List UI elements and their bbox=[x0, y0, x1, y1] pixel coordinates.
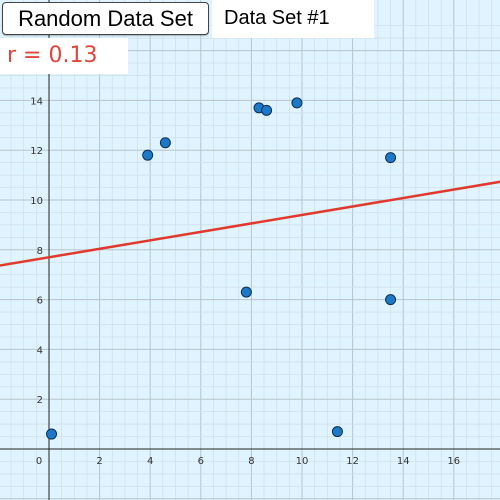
correlation-label: r = 0.13 bbox=[0, 38, 128, 74]
regression-line[interactable] bbox=[0, 180, 500, 267]
x-tick-label: 2 bbox=[96, 456, 102, 467]
y-tick-label: 12 bbox=[30, 146, 43, 157]
x-tick-label: 4 bbox=[147, 456, 153, 467]
data-point[interactable] bbox=[385, 294, 397, 306]
random-data-set-button[interactable]: Random Data Set bbox=[2, 2, 209, 35]
y-tick-label: 4 bbox=[37, 345, 43, 356]
data-set-label: Data Set #1 bbox=[212, 0, 374, 38]
x-tick-label: 14 bbox=[397, 456, 410, 467]
data-point[interactable] bbox=[159, 137, 171, 149]
y-tick-label: 2 bbox=[37, 395, 43, 406]
y-tick-label: 8 bbox=[37, 246, 43, 257]
y-tick-label: 6 bbox=[37, 296, 43, 307]
x-tick-label: 8 bbox=[248, 456, 254, 467]
x-tick-label: 12 bbox=[346, 456, 359, 467]
data-point[interactable] bbox=[385, 152, 397, 164]
y-tick-label: 14 bbox=[30, 96, 43, 107]
data-point[interactable] bbox=[46, 428, 58, 440]
x-tick-label: 6 bbox=[198, 456, 204, 467]
data-point[interactable] bbox=[291, 97, 303, 109]
data-point[interactable] bbox=[142, 149, 154, 161]
x-tick-label: 10 bbox=[296, 456, 309, 467]
x-tick-label: 16 bbox=[447, 456, 460, 467]
data-point[interactable] bbox=[331, 426, 343, 438]
x-tick-label: 0 bbox=[36, 456, 42, 467]
data-point[interactable] bbox=[240, 286, 252, 298]
y-tick-label: 10 bbox=[30, 196, 43, 207]
data-point[interactable] bbox=[261, 104, 273, 116]
